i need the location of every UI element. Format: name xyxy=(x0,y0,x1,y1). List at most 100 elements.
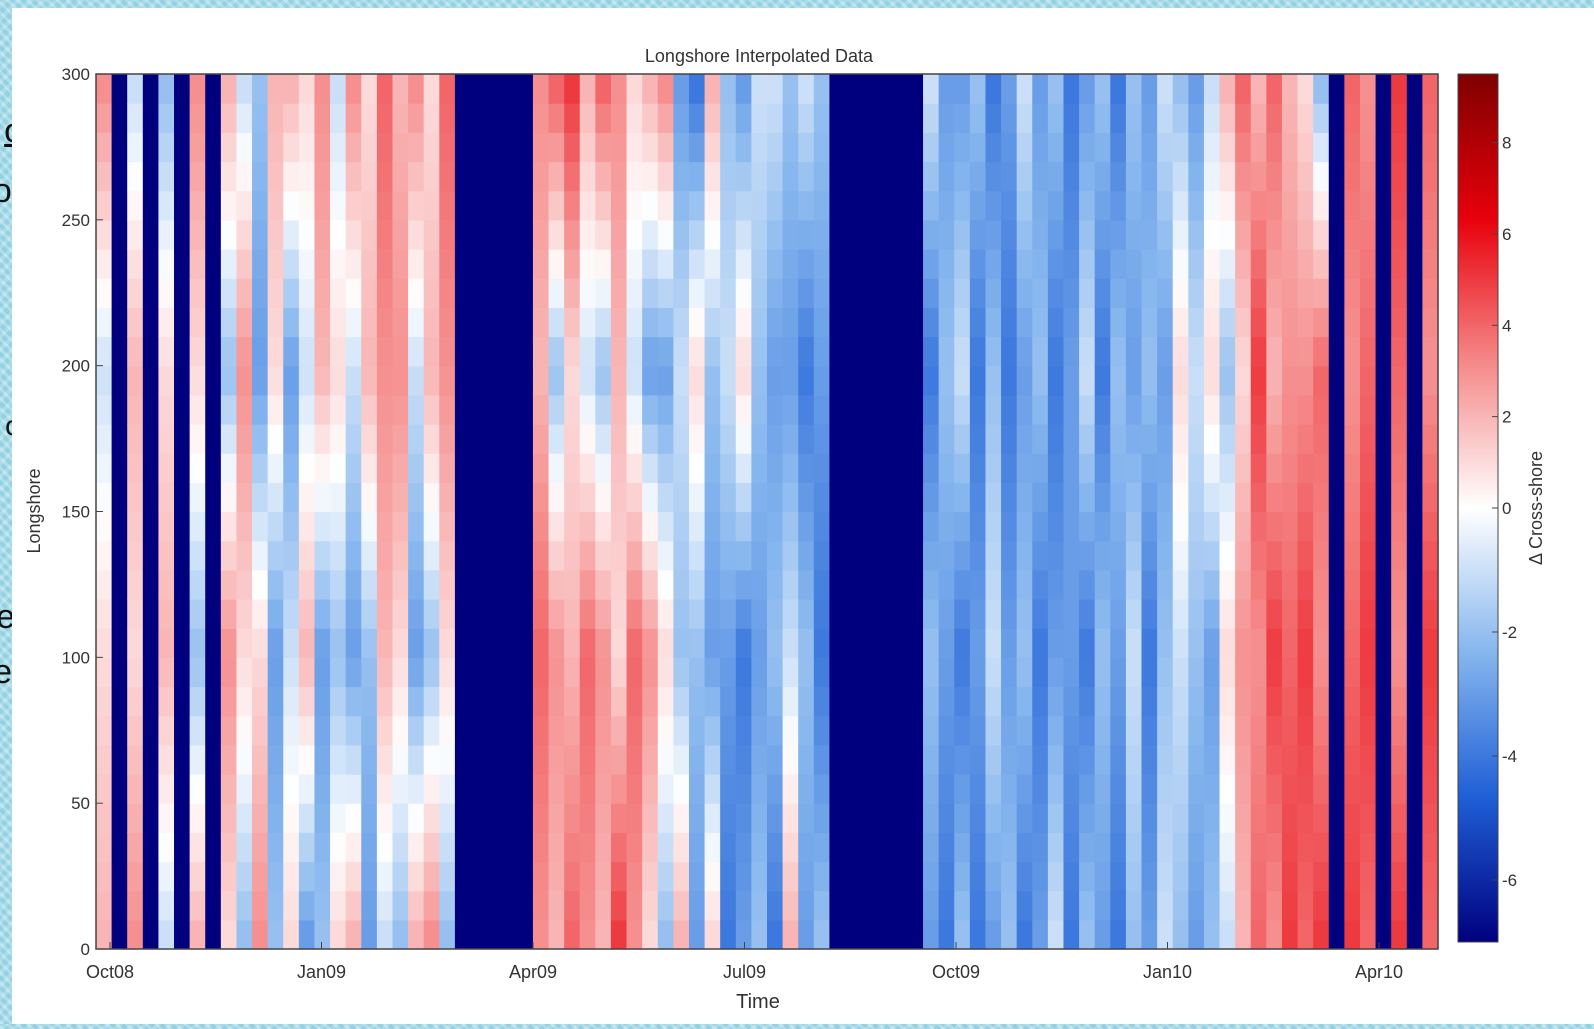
heatmap-cell xyxy=(1188,162,1204,192)
heatmap-cell xyxy=(158,657,174,687)
heatmap-cell xyxy=(1142,337,1158,367)
heatmap-cell xyxy=(190,278,206,308)
heatmap-cell xyxy=(1157,453,1173,483)
heatmap-cell xyxy=(751,220,767,250)
heatmap-cell xyxy=(564,570,580,600)
heatmap-cell xyxy=(1422,453,1438,483)
heatmap-cell xyxy=(642,716,658,746)
heatmap-cell xyxy=(1422,307,1438,337)
heatmap-cell xyxy=(783,512,799,542)
heatmap-cell xyxy=(361,278,377,308)
heatmap-cell xyxy=(1017,453,1033,483)
heatmap-cell xyxy=(236,278,252,308)
heatmap-cell xyxy=(1344,570,1360,600)
heatmap-cell xyxy=(1188,745,1204,775)
heatmap-cell xyxy=(1251,628,1267,658)
heatmap-cell xyxy=(1110,541,1126,571)
heatmap-cell xyxy=(673,512,689,542)
heatmap-cell xyxy=(549,628,565,658)
heatmap-cell xyxy=(954,628,970,658)
heatmap-cell xyxy=(985,74,1001,104)
heatmap-cell xyxy=(939,162,955,192)
heatmap-cell xyxy=(720,512,736,542)
heatmap-cell xyxy=(1173,278,1189,308)
heatmap-cell xyxy=(1251,862,1267,892)
heatmap-cell xyxy=(549,103,565,133)
heatmap-cell xyxy=(689,862,705,892)
heatmap-cell xyxy=(798,453,814,483)
heatmap-cell xyxy=(658,249,674,279)
heatmap-cell xyxy=(751,745,767,775)
heatmap-cell xyxy=(689,599,705,629)
heatmap-cell xyxy=(424,803,440,833)
heatmap-cell xyxy=(1313,599,1329,629)
heatmap-cell xyxy=(767,920,783,950)
heatmap-cell xyxy=(236,687,252,717)
heatmap-chart: Longshore Interpolated Data 050100150200… xyxy=(12,8,1594,1024)
heatmap-cell xyxy=(564,891,580,921)
heatmap-cell xyxy=(1391,570,1407,600)
heatmap-cell xyxy=(439,366,455,396)
heatmap-cell xyxy=(127,191,143,221)
heatmap-cell xyxy=(1032,716,1048,746)
heatmap-cell xyxy=(361,453,377,483)
heatmap-cell xyxy=(127,395,143,425)
heatmap-cell xyxy=(595,745,611,775)
heatmap-cell xyxy=(346,832,362,862)
heatmap-cell xyxy=(736,599,752,629)
heatmap-cell xyxy=(1063,657,1079,687)
heatmap-cell xyxy=(720,570,736,600)
heatmap-cell xyxy=(221,395,237,425)
heatmap-cell xyxy=(673,220,689,250)
heatmap-cell xyxy=(127,862,143,892)
heatmap-cell xyxy=(939,774,955,804)
heatmap-cell xyxy=(1344,774,1360,804)
heatmap-cell xyxy=(751,862,767,892)
heatmap-cell xyxy=(392,337,408,367)
heatmap-cell xyxy=(439,920,455,950)
heatmap-cell xyxy=(1048,862,1064,892)
heatmap-cell xyxy=(1126,891,1142,921)
heatmap-cell xyxy=(283,599,299,629)
heatmap-cell xyxy=(1266,103,1282,133)
heatmap-cell xyxy=(736,657,752,687)
heatmap-cell xyxy=(1001,920,1017,950)
heatmap-cell xyxy=(798,482,814,512)
heatmap-cell xyxy=(580,249,596,279)
heatmap-cell xyxy=(424,103,440,133)
heatmap-cell xyxy=(1235,599,1251,629)
heatmap-cell xyxy=(330,366,346,396)
heatmap-cell xyxy=(1126,249,1142,279)
heatmap-cell xyxy=(1235,687,1251,717)
heatmap-cell xyxy=(751,891,767,921)
heatmap-cell xyxy=(96,424,112,454)
heatmap-cell xyxy=(408,774,424,804)
heatmap-cell xyxy=(392,191,408,221)
heatmap-cell xyxy=(751,512,767,542)
heatmap-cell xyxy=(283,862,299,892)
heatmap-cell xyxy=(1142,307,1158,337)
heatmap-cell xyxy=(1220,570,1236,600)
heatmap-cell xyxy=(1204,832,1220,862)
heatmap-cell xyxy=(1298,716,1314,746)
heatmap-cell xyxy=(283,803,299,833)
heatmap-cell xyxy=(533,774,549,804)
heatmap-cell xyxy=(954,278,970,308)
heatmap-cell xyxy=(642,395,658,425)
x-tick-label: Oct09 xyxy=(932,962,980,982)
heatmap-cell xyxy=(658,745,674,775)
heatmap-cell xyxy=(798,249,814,279)
heatmap-cell xyxy=(268,249,284,279)
heatmap-cell xyxy=(221,570,237,600)
heatmap-cell xyxy=(127,774,143,804)
heatmap-cell xyxy=(408,220,424,250)
heatmap-cell xyxy=(954,103,970,133)
heatmap-cell xyxy=(377,191,393,221)
heatmap-cell xyxy=(1110,628,1126,658)
colorbar-tick-label: 0 xyxy=(1502,499,1511,518)
heatmap-cell xyxy=(829,74,845,949)
heatmap-cell xyxy=(268,307,284,337)
heatmap-cell xyxy=(127,803,143,833)
heatmap-cell xyxy=(954,424,970,454)
heatmap-cell xyxy=(283,191,299,221)
